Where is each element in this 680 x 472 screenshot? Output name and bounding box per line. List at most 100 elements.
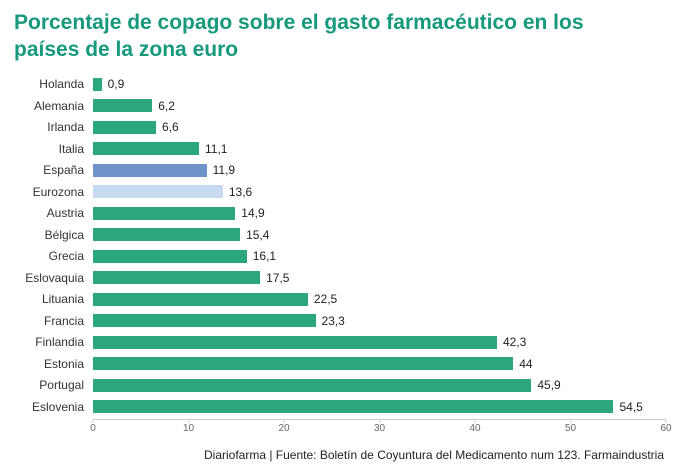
bar [93,271,261,285]
bar [93,120,157,134]
bar-row: Francia 23,3 [12,310,666,332]
category-label: Bélgica [44,227,84,242]
category-label: Holanda [39,77,84,92]
category-label: Irlanda [47,120,84,135]
axis-tick-label: 40 [469,423,481,435]
category-label: Eslovenia [31,399,84,414]
bar-track: 54,5 [93,399,666,414]
bar-row: Austria 14,9 [12,202,666,224]
bar [93,77,102,91]
bar-row: Irlanda 6,6 [12,116,666,138]
bar-value-label: 16,1 [252,249,277,264]
bar [93,206,236,220]
bar-value-label: 17,5 [266,270,290,285]
bar [93,378,532,392]
bar-track: 42,3 [93,335,666,350]
bar [93,142,199,156]
bar-value-label: 6,6 [162,120,179,135]
axis-tick-label: 50 [564,423,577,435]
bar-row: Eslovaquia 17,5 [12,267,666,289]
axis-tick-label: 0 [90,423,96,435]
bar-value-label: 54,5 [619,399,643,414]
bar-value-label: 45,9 [537,378,561,393]
bar-row: Grecia 16,1 [12,245,666,267]
bar-track: 13,6 [93,184,666,199]
chart-title: Porcentaje de copago sobre el gasto farm… [14,11,584,61]
bar-track: 6,6 [93,120,666,135]
bar-chart: Holanda 0,9 Alemania 6,2 Irlanda 6,6 Italia 11,… [12,73,672,438]
axis-spacer [12,419,93,438]
bar-track: 16,1 [93,249,666,264]
bar-row: Italia 11,1 [12,138,666,160]
bar-rows: Holanda 0,9 Alemania 6,2 Irlanda 6,6 Italia 11,… [12,73,666,417]
source-caption: Diariofarma | Fuente: Boletín de Coyuntu… [203,448,664,462]
category-label: Eslovaquia [25,270,84,285]
bar-value-label: 6,2 [158,98,175,113]
category-label: Grecia [48,249,84,264]
category-label: Alemania [33,98,84,113]
axis-tick-mark [92,420,94,424]
category-label: Italia [58,141,84,156]
bar-track: 44 [93,356,666,371]
bar-value-label: 44 [519,356,533,371]
axis-tick-mark [379,420,380,424]
category-label: Lituania [41,292,84,307]
bar-track: 15,4 [93,227,666,242]
axis-tick-mark [665,420,667,424]
bar-row: Portugal 45,9 [12,374,666,396]
bar [93,292,308,306]
bar-track: 14,9 [93,206,666,221]
bar-value-label: 22,5 [313,292,338,307]
axis-tick-mark [474,420,476,424]
category-label: Finlandia [35,335,84,350]
bar [93,163,207,177]
bar-row: Lituania 22,5 [12,288,666,310]
bar-track: 23,3 [93,314,666,328]
bar-row: Eslovenia 54,5 [12,396,666,418]
axis-tick-mark [283,420,285,424]
category-label: Austria [46,206,84,221]
category-label: Francia [43,313,84,328]
bar [93,249,247,263]
bar-row: Estonia 44 [12,353,666,375]
category-label: Estonia [43,356,84,371]
bar [93,400,614,414]
bar-track: 6,2 [93,98,666,113]
bar [93,314,316,328]
bar-row: España 11,9 [12,159,666,181]
axis-tick-mark [188,420,189,424]
bar-value-label: 14,9 [241,206,265,221]
bar [93,228,241,242]
bar-track: 0,9 [93,77,666,92]
axis-track: 0 10 20 30 40 50 60 [90,419,672,438]
bar-row: Bélgica 15,4 [12,224,666,246]
bar [93,335,497,349]
bar-value-label: 11,9 [212,163,236,178]
bar-track: 17,5 [93,270,666,285]
bar [93,99,153,113]
bar [93,357,514,371]
category-label: Portugal [39,378,84,393]
bar-track: 45,9 [93,378,666,393]
bar-value-label: 11,1 [205,141,228,156]
bar-value-label: 0,9 [107,77,125,92]
category-label: España [43,163,84,178]
bar-value-label: 15,4 [246,227,270,242]
x-axis: 0 10 20 30 40 50 60 [12,419,672,438]
bar-track: 11,9 [93,163,666,178]
axis-tick-label: 20 [278,423,290,435]
axis-tick-label: 10 [182,423,195,435]
bar-row: Eurozona 13,6 [12,181,666,203]
axis-tick-label: 60 [660,423,672,435]
bar-row: Alemania 6,2 [12,95,666,117]
bar-track: 11,1 [93,141,666,156]
axis-tick-mark [570,420,571,424]
bar-track: 22,5 [93,292,666,307]
bar-value-label: 42,3 [502,335,527,350]
category-label: Eurozona [32,184,84,199]
bar [93,185,223,199]
bar-value-label: 13,6 [228,184,253,199]
bar-row: Finlandia 42,3 [12,331,666,353]
bar-row: Holanda 0,9 [12,73,666,95]
